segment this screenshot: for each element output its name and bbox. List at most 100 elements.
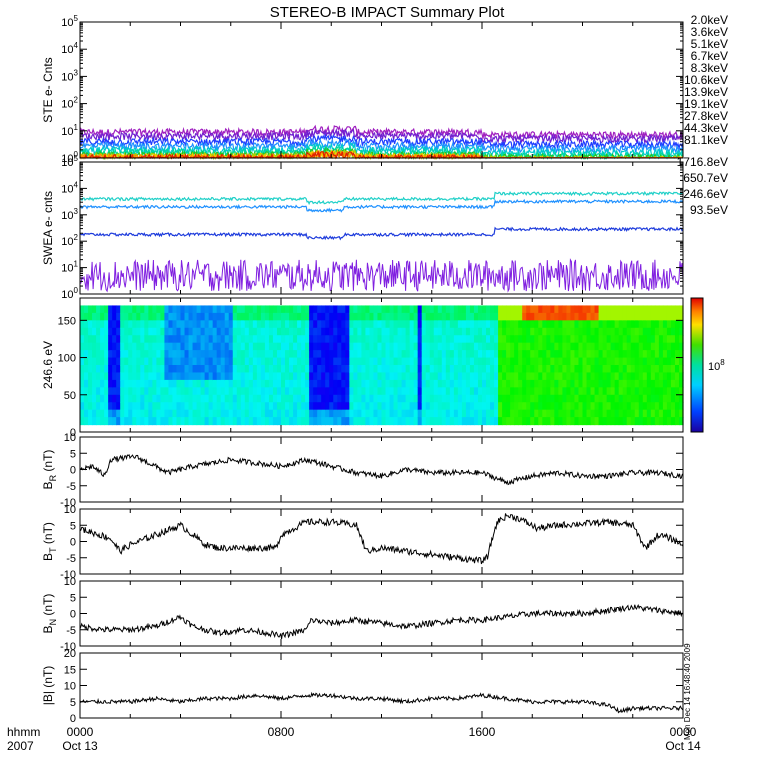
heatmap-cell [437,394,443,403]
heatmap-cell [248,402,254,411]
heatmap-cell [469,312,475,321]
heatmap-cell [212,357,218,366]
heatmap-cell [293,379,298,388]
heatmap-cell [473,320,479,329]
y-tick-label: 100 [61,286,78,301]
heatmap-cell [212,379,218,388]
heatmap-cell [353,357,358,366]
heatmap-cell [566,335,572,344]
heatmap-cell [674,402,680,411]
heatmap-cell [317,372,322,381]
heatmap-cell [228,335,234,344]
heatmap-cell [582,394,588,403]
heatmap-cell [634,387,640,396]
heatmap-cell [586,335,592,344]
heatmap-cell [598,417,604,426]
heatmap-cell [542,394,547,403]
heatmap-cell [606,387,612,396]
heatmap-cell [309,379,314,388]
heatmap-cell [104,350,109,359]
heatmap-cell [610,320,616,329]
heatmap-cell [562,342,568,351]
heatmap-cell [602,409,608,418]
heatmap-cell [642,379,648,388]
heatmap-cell [610,350,616,359]
heatmap-cell [457,350,463,359]
heatmap-cell [204,394,210,403]
heatmap-cell [469,335,475,344]
heatmap-cell [349,350,354,359]
heatmap-cell [325,342,330,351]
heatmap-cell [574,305,580,314]
heatmap-cell [441,312,447,321]
heatmap-cell [349,357,354,366]
heatmap-cell [542,387,547,396]
y-tick-label: 102 [61,96,78,111]
heatmap-cell [124,394,129,403]
heatmap-cell [152,327,157,336]
heatmap-cell [465,350,471,359]
heatmap-cell [228,387,234,396]
heatmap-cell [437,379,443,388]
heatmap-cell [433,357,439,366]
heatmap-cell [654,320,660,329]
heatmap-cell [377,417,383,426]
heatmap-cell [409,379,415,388]
heatmap-cell [248,305,254,314]
heatmap-cell [486,335,491,344]
heatmap-cell [385,379,391,388]
legend-entry: 6.7keV [691,49,728,63]
heatmap-cell [494,357,499,366]
heatmap-cell [148,357,153,366]
heatmap-cell [534,342,539,351]
heatmap-cell [562,350,568,359]
heatmap-cell [285,305,290,314]
heatmap-cell [152,379,157,388]
heatmap-cell [389,327,395,336]
heatmap-cell [638,365,644,374]
heatmap-cell [212,327,218,336]
heatmap-cell [80,312,85,321]
heatmap-cell [506,320,511,329]
heatmap-cell [506,357,511,366]
heatmap-cell [176,365,182,374]
heatmap-cell [305,379,310,388]
heatmap-cell [321,402,326,411]
heatmap-cell [401,305,407,314]
heatmap-cell [654,327,660,336]
heatmap-cell [333,402,338,411]
heatmap-cell [345,394,350,403]
heatmap-cell [260,327,266,336]
heatmap-cell [289,342,294,351]
heatmap-cell [413,342,419,351]
heatmap-cell [100,357,105,366]
heatmap-cell [80,365,85,374]
heatmap-cell [128,335,133,344]
heatmap-cell [530,372,535,381]
heatmap-cell [638,327,644,336]
heatmap-cell [144,394,149,403]
heatmap-cell [465,312,471,321]
heatmap-cell [397,357,403,366]
heatmap-cell [409,372,415,381]
heatmap-cell [453,320,459,329]
heatmap-cell [582,342,588,351]
heatmap-cell [654,350,660,359]
heatmap-cell [92,350,97,359]
heatmap-cell [144,357,149,366]
heatmap-cell [662,402,668,411]
heatmap-cell [317,335,322,344]
heatmap-cell [345,365,350,374]
heatmap-cell [453,372,459,381]
heatmap-cell [152,372,157,381]
heatmap-cell [634,379,640,388]
heatmap-cell [638,305,644,314]
heatmap-cell [550,409,555,418]
heatmap-cell [116,387,121,396]
heatmap-cell [658,327,664,336]
heatmap-cell [128,372,133,381]
heatmap-cell [369,417,375,426]
heatmap-cell [373,327,379,336]
heatmap-cell [317,312,322,321]
heatmap-cell [413,357,419,366]
